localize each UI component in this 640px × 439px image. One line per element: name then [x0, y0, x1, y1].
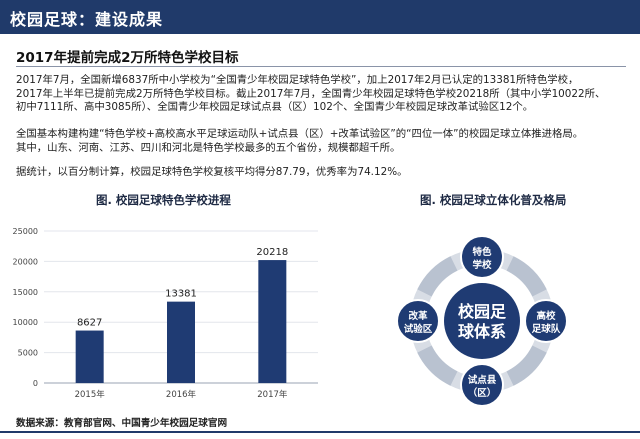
cycle-node-label: 试验区 — [404, 323, 433, 335]
center-node-label: 校园足 — [458, 302, 507, 321]
footer-rule — [0, 431, 640, 433]
cycle-arc — [506, 345, 547, 386]
y-tick-label: 10000 — [13, 318, 38, 327]
header-bar — [0, 0, 640, 34]
cycle-arc — [417, 345, 458, 386]
cycle-node-label: 高校 — [536, 310, 556, 322]
cycle-arc — [506, 256, 547, 297]
cycle-node-label: 学校 — [472, 259, 492, 271]
cycle-node-label: 试点县 — [468, 374, 497, 386]
y-tick-label: 25000 — [13, 227, 38, 236]
bar-value-label: 13381 — [165, 289, 197, 300]
x-tick-label: 2017年 — [257, 389, 288, 400]
cycle-node — [524, 299, 568, 343]
cycle-node — [396, 299, 440, 343]
bar-value-label: 8627 — [77, 318, 102, 329]
cycle-node-label: 足球队 — [532, 323, 561, 335]
y-tick-label: 20000 — [13, 257, 38, 266]
center-node-label: 球体系 — [458, 322, 506, 341]
y-tick-label: 0 — [33, 379, 38, 388]
x-tick-label: 2016年 — [166, 389, 197, 400]
center-node — [444, 283, 520, 359]
cycle-node — [460, 235, 504, 279]
bar — [258, 260, 287, 383]
paragraph-2-line: 其中，山东、河南、江苏、四川和河北是特色学校最多的五个省份，规模都超千所。 — [16, 141, 401, 154]
page-title: 校园足球：建设成果 — [10, 10, 164, 29]
cycle-node-label: 改革 — [408, 310, 428, 322]
cycle-node-label: 特色 — [472, 246, 492, 258]
bar-value-label: 20218 — [256, 247, 288, 258]
bar — [75, 330, 104, 383]
x-tick-label: 2015年 — [75, 389, 106, 400]
paragraph-1-line: 2017年上半年已提前完成2万所特色学校目标。截止2017年7月，全国青少年校园… — [16, 87, 606, 100]
cycle-node — [460, 363, 504, 407]
y-tick-label: 15000 — [13, 288, 38, 297]
paragraph-2: 全国基本构建构建“特色学校+高校高水平足球运动队+试点县（区）+改革试验区”的“… — [16, 128, 628, 155]
data-source-note: 数据来源：教育部官网、中国青少年校园足球官网 — [16, 418, 228, 429]
cycle-node-label: （区） — [468, 387, 497, 399]
bar — [167, 301, 195, 383]
paragraph-1-line: 2017年7月，全国新增6837所中小学校为“全国青少年校园足球特色学校”，加上… — [16, 74, 579, 86]
paragraph-2-line: 全国基本构建构建“特色学校+高校高水平足球运动队+试点县（区）+改革试验区”的“… — [16, 128, 584, 140]
diagram-title: 图. 校园足球立体化普及格局 — [420, 193, 567, 207]
y-tick-label: 5000 — [18, 349, 38, 358]
cycle-arc — [417, 256, 458, 297]
bar-chart-title: 图. 校园足球特色学校进程 — [96, 193, 231, 207]
paragraph-1-line: 初中7111所、高中3085所）、全国青少年校园足球试点县（区）102个、全国青… — [16, 101, 534, 114]
section-divider — [16, 66, 626, 67]
section-title: 2017年提前完成2万所特色学校目标 — [16, 50, 239, 66]
paragraph-1: 2017年7月，全国新增6837所中小学校为“全国青少年校园足球特色学校”，加上… — [16, 74, 628, 115]
paragraph-3: 据统计，以百分制计算，校园足球特色学校复核平均得分87.79，优秀率为74.12… — [16, 166, 408, 178]
